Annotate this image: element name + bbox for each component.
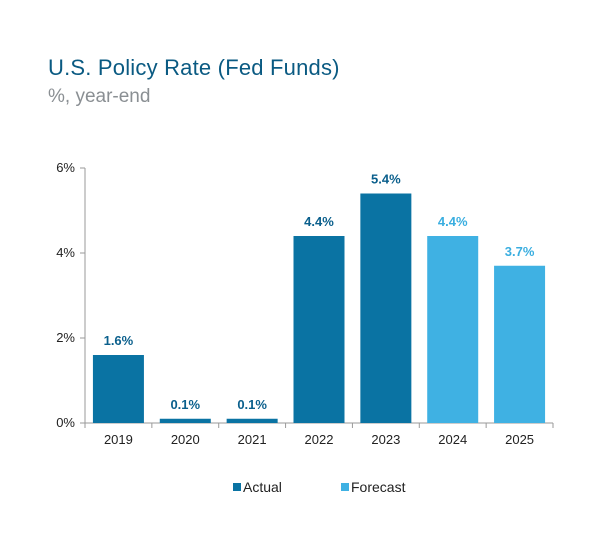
x-tick-label-2023: 2023 [371, 432, 400, 447]
data-label-2022: 4.4% [304, 214, 334, 229]
chart-legend: Actual Forecast [233, 479, 406, 495]
bar-2022 [293, 236, 345, 423]
bar-2020 [159, 418, 211, 423]
legend-swatch-actual [233, 483, 241, 491]
chart-axes: 0% 2% 4% 6% 2019 2020 2021 2022 2023 2024 2025 [56, 160, 554, 447]
bar-2024 [427, 236, 479, 423]
x-tick-label-2024: 2024 [438, 432, 467, 447]
data-label-2024: 4.4% [438, 214, 468, 229]
legend-label-actual: Actual [243, 479, 282, 495]
y-tick-label: 0% [56, 415, 75, 430]
y-tick-label: 6% [56, 160, 75, 175]
x-tick-label-2021: 2021 [238, 432, 267, 447]
x-tick-label-2022: 2022 [305, 432, 334, 447]
y-tick-label: 2% [56, 330, 75, 345]
data-label-2019: 1.6% [104, 333, 134, 348]
data-label-2020: 0.1% [170, 397, 200, 412]
chart-subtitle: %, year-end [48, 86, 151, 107]
y-tick-label: 4% [56, 245, 75, 260]
bar-2025 [494, 265, 546, 423]
x-tick-label-2019: 2019 [104, 432, 133, 447]
legend-swatch-forecast [341, 483, 349, 491]
data-label-2025: 3.7% [505, 244, 535, 259]
bar-2023 [360, 193, 412, 423]
chart-bars [92, 193, 546, 423]
data-label-2023: 5.4% [371, 172, 401, 187]
data-label-2021: 0.1% [237, 397, 267, 412]
chart-title: U.S. Policy Rate (Fed Funds) [48, 55, 340, 80]
x-tick-label-2025: 2025 [505, 432, 534, 447]
legend-label-forecast: Forecast [351, 479, 406, 495]
x-tick-label-2020: 2020 [171, 432, 200, 447]
bar-2021 [226, 418, 278, 423]
chart-data-labels: 1.6% 0.1% 0.1% 4.4% 5.4% 4.4% 3.7% [104, 172, 535, 412]
bar-2019 [92, 355, 144, 423]
